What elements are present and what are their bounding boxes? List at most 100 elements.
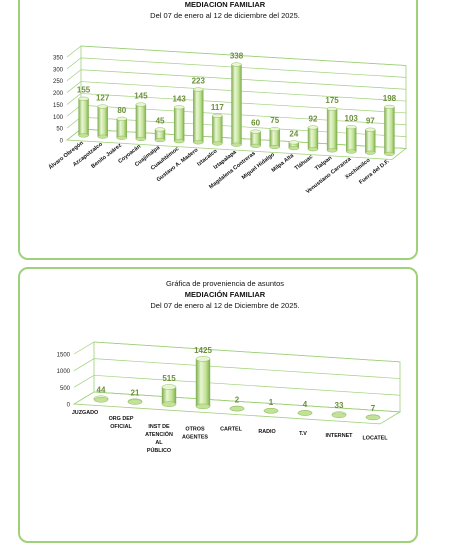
chart2-gridline — [73, 358, 401, 379]
chart1-bar-top — [288, 140, 300, 145]
chart1-bar-top — [154, 127, 166, 132]
chart1-data-label: 117 — [211, 103, 224, 112]
chart1-bar-base — [154, 138, 166, 143]
chart2-data-label: 1425 — [194, 346, 212, 355]
chart2-data-label: 1 — [269, 398, 274, 407]
chart1-data-label: 223 — [192, 76, 206, 85]
chart1-data-label: 75 — [270, 116, 279, 125]
chart2-category-label: INST DE ATENCIÓN AL PÚBLICO — [145, 424, 173, 454]
chart2-floor — [72, 391, 402, 425]
chart2-y-tick-label: 500 — [60, 386, 71, 392]
chart1-data-label: 127 — [96, 94, 110, 103]
chart1-bar-base — [365, 150, 376, 155]
chart1-data-label: 97 — [366, 117, 375, 126]
chart2-category-label: LOCATEL — [362, 435, 388, 441]
chart1-bar-base — [250, 143, 261, 148]
chart2-bar-base — [365, 414, 381, 421]
chart1-data-label: 143 — [172, 94, 186, 103]
chart2-bar-top — [195, 356, 211, 362]
chart2-data-label: 515 — [162, 374, 176, 383]
chart2-category-label: T.V — [299, 431, 307, 437]
chart1-y-tick-label: 200 — [53, 91, 64, 97]
chart2-data-label: 33 — [335, 401, 344, 410]
chart1-data-label: 45 — [156, 116, 165, 125]
chart1-y-tick-label: 250 — [53, 79, 64, 85]
chart1-bar-top — [135, 102, 147, 107]
chart2-data-label: 44 — [97, 385, 106, 394]
chart2-subtitle: MEDIACIÓN FAMILIAR — [184, 290, 266, 299]
chart1-bar-base — [212, 141, 223, 146]
chart1-y-tick-label: 350 — [53, 56, 64, 62]
chart1-data-label: 60 — [251, 119, 260, 128]
chart1-data-label: 175 — [325, 96, 339, 105]
chart1-bar-base — [173, 139, 185, 144]
chart1-y-tick-label: 300 — [53, 67, 64, 73]
chart2-bar-base — [161, 401, 177, 407]
chart1-gridline — [66, 57, 407, 78]
chart1-data-label: 198 — [383, 94, 397, 103]
chart2-y-tick-label: 1000 — [57, 369, 71, 375]
chart1-floor — [65, 128, 408, 160]
chart1-bar-base — [307, 147, 319, 152]
chart1-data-label: 103 — [345, 114, 359, 123]
chart1-bar-top — [269, 127, 280, 132]
chart2-bar-base — [229, 405, 245, 412]
chart1-bar-top — [231, 62, 242, 67]
chart1-data-label: 338 — [230, 52, 244, 61]
chart1-bar-base — [231, 142, 242, 147]
chart1-bar-top — [307, 125, 319, 130]
chart1-bar-base — [288, 146, 300, 151]
chart1-bar-base — [193, 140, 204, 145]
chart2-gridline — [73, 341, 401, 363]
chart1-bar-top — [173, 105, 185, 110]
chart1-bar-top — [97, 104, 108, 109]
chart1-bar-base — [135, 136, 147, 141]
chart1-y-tick-label: 150 — [53, 103, 64, 109]
chart2-y-tick-label: 1500 — [57, 353, 71, 359]
chart1-data-label: 145 — [134, 92, 148, 101]
chart2-data-label: 21 — [131, 388, 140, 397]
chart2-gridline — [73, 374, 401, 396]
chart2-data-label: 2 — [235, 396, 240, 405]
chart1-bar-base — [346, 149, 357, 154]
chart2-category-label: CARTEL — [220, 427, 243, 433]
chart2-category-label: INTERNET — [326, 433, 354, 439]
chart1-bar-top — [193, 87, 204, 92]
chart2-bar-top — [161, 384, 177, 390]
chart1-y-tick-label: 100 — [53, 115, 64, 121]
chart2-bar-base — [93, 397, 109, 403]
chart1-y-tick-label: 0 — [60, 139, 64, 145]
chart1-data-label: 92 — [309, 114, 318, 123]
chart1-bar-top — [116, 116, 127, 121]
chart1-bar-top — [384, 104, 395, 109]
chart1-gridline — [66, 45, 407, 66]
chart2-data-label: 4 — [303, 400, 308, 409]
chart1-subtitle: Del 07 de enero al 12 de diciembre del 2… — [150, 11, 300, 20]
chart1-bar-base — [269, 144, 280, 149]
chart2-bar-base — [297, 410, 313, 416]
chart2-category-label: JUZGADO — [72, 410, 98, 416]
chart1-data-label: 24 — [289, 129, 298, 138]
chart1-title: MEDIACION FAMILIAR — [184, 0, 266, 9]
chart2-bar-base — [127, 399, 143, 405]
chart2-title: Gráfica de proveniencia de asuntos — [166, 279, 284, 288]
chart2-category-label: OTROS AGENTES — [182, 426, 208, 440]
chart2-bar — [195, 358, 211, 407]
chart2-bar-base — [331, 412, 347, 418]
chart1-bar-top — [78, 96, 89, 101]
chart1-bar-base — [326, 148, 338, 153]
chart2-category-label: ORG DEP OFICIAL — [109, 416, 134, 430]
chart1-bar-base — [116, 135, 127, 140]
chart1-bar-top — [212, 113, 223, 118]
chart1-data-label: 80 — [117, 106, 126, 115]
chart1-data-label: 155 — [77, 86, 91, 95]
chart1-bar-top — [346, 125, 357, 130]
chart1-gridline — [66, 81, 407, 102]
chart1-bar-base — [384, 151, 395, 156]
chart1-gridline — [66, 69, 407, 90]
chart1-bar-top — [326, 106, 338, 111]
chart1-gridline — [66, 93, 407, 114]
chart2-subtitle2: Del 07 de enero al 12 de Diciembre de 20… — [150, 301, 300, 310]
